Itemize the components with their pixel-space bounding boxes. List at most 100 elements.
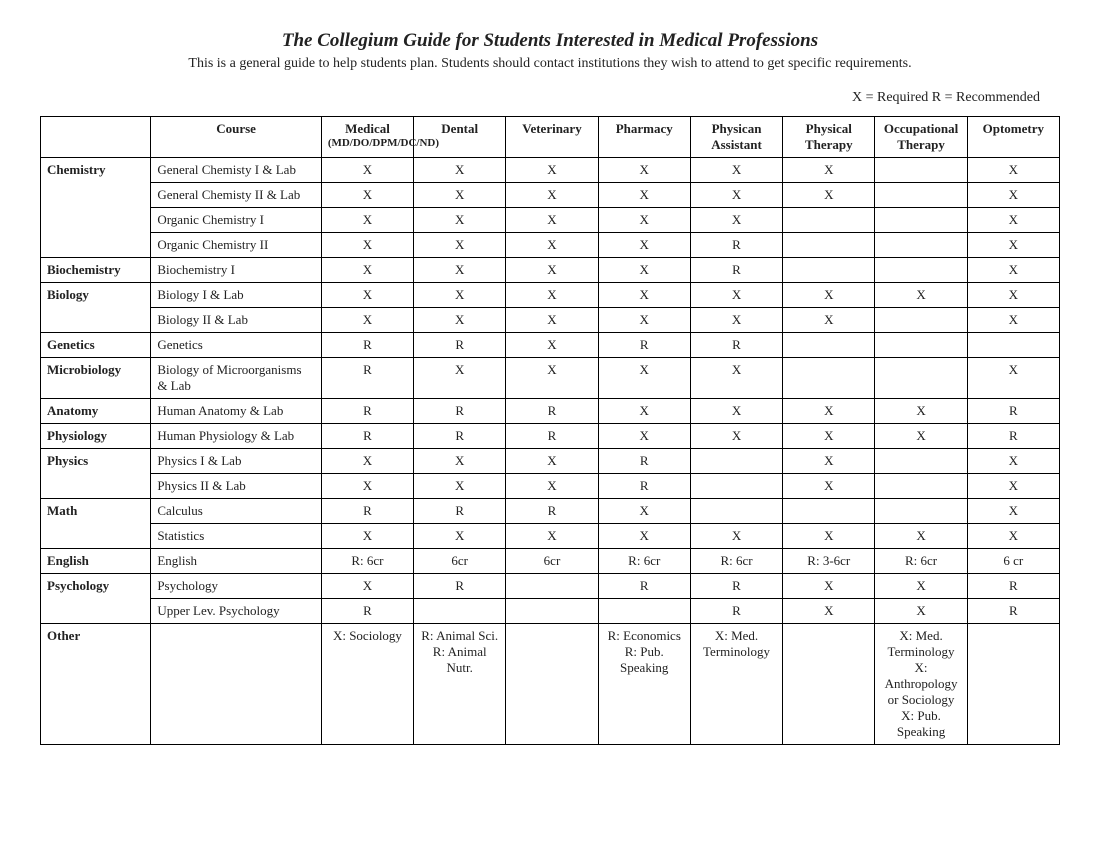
data-cell: R	[967, 574, 1059, 599]
requirements-table: Course Medical (MD/DO/DPM/DC/ND) Dental …	[40, 116, 1060, 745]
data-cell: X	[598, 183, 690, 208]
data-cell: X	[321, 208, 413, 233]
data-cell: X	[321, 233, 413, 258]
data-cell: X	[783, 183, 875, 208]
data-cell: R	[967, 399, 1059, 424]
data-cell: R	[414, 399, 506, 424]
table-row: Physics II & LabXXXRXX	[41, 474, 1060, 499]
data-cell: X	[690, 308, 782, 333]
data-cell: R: 6cr	[321, 549, 413, 574]
data-cell: X	[414, 358, 506, 399]
data-cell	[783, 233, 875, 258]
data-cell	[875, 449, 967, 474]
table-row: PhysicsPhysics I & LabXXXRXX	[41, 449, 1060, 474]
course-cell: Physics I & Lab	[151, 449, 322, 474]
data-cell: R	[414, 499, 506, 524]
data-cell: X	[690, 524, 782, 549]
data-cell: R	[414, 424, 506, 449]
data-cell: X	[598, 499, 690, 524]
table-row: BiologyBiology I & LabXXXXXXXX	[41, 283, 1060, 308]
data-cell: R: 6cr	[875, 549, 967, 574]
data-cell: X	[321, 574, 413, 599]
data-cell: R	[321, 599, 413, 624]
data-cell: X	[414, 183, 506, 208]
data-cell: R	[321, 333, 413, 358]
data-cell: X	[875, 599, 967, 624]
data-cell: R	[506, 424, 598, 449]
course-cell: English	[151, 549, 322, 574]
data-cell: R	[321, 424, 413, 449]
data-cell: R	[321, 499, 413, 524]
data-cell: X	[414, 283, 506, 308]
table-row: ChemistryGeneral Chemisty I & LabXXXXXXX	[41, 158, 1060, 183]
data-cell: R	[598, 449, 690, 474]
data-cell: X	[506, 474, 598, 499]
course-cell: General Chemisty I & Lab	[151, 158, 322, 183]
data-cell: X	[506, 183, 598, 208]
header-medical-sub: (MD/DO/DPM/DC/ND)	[328, 137, 407, 149]
data-cell: R	[690, 574, 782, 599]
table-row: Organic Chemistry IXXXXXX	[41, 208, 1060, 233]
table-row: BiochemistryBiochemistry IXXXXRX	[41, 258, 1060, 283]
data-cell	[783, 208, 875, 233]
data-cell: R	[506, 399, 598, 424]
course-cell	[151, 624, 322, 745]
data-cell: X	[967, 183, 1059, 208]
data-cell: X	[783, 574, 875, 599]
header-veterinary: Veterinary	[506, 117, 598, 158]
data-cell	[506, 574, 598, 599]
category-cell: Biology	[41, 283, 151, 333]
data-cell: 6cr	[506, 549, 598, 574]
data-cell: X	[690, 158, 782, 183]
course-cell: Biology II & Lab	[151, 308, 322, 333]
data-cell	[875, 183, 967, 208]
data-cell: X	[967, 358, 1059, 399]
course-cell: Calculus	[151, 499, 322, 524]
data-cell: R	[690, 258, 782, 283]
data-cell	[875, 208, 967, 233]
data-cell	[690, 499, 782, 524]
table-row: Biology II & LabXXXXXXX	[41, 308, 1060, 333]
data-cell	[783, 624, 875, 745]
data-cell: X	[875, 424, 967, 449]
data-cell: X	[690, 183, 782, 208]
data-cell: X	[783, 424, 875, 449]
course-cell: Upper Lev. Psychology	[151, 599, 322, 624]
table-row: AnatomyHuman Anatomy & LabRRRXXXXR	[41, 399, 1060, 424]
table-row: EnglishEnglishR: 6cr6cr6crR: 6crR: 6crR:…	[41, 549, 1060, 574]
data-cell: X: Med. Terminology X: Anthropology or S…	[875, 624, 967, 745]
course-cell: Organic Chemistry I	[151, 208, 322, 233]
data-cell: X	[506, 449, 598, 474]
header-pt: Physical Therapy	[783, 117, 875, 158]
data-cell: X	[321, 258, 413, 283]
data-cell: X	[598, 283, 690, 308]
table-row: StatisticsXXXXXXXX	[41, 524, 1060, 549]
data-cell: X	[598, 399, 690, 424]
header-pa: Physican Assistant	[690, 117, 782, 158]
data-cell: X	[967, 524, 1059, 549]
course-cell: General Chemisty II & Lab	[151, 183, 322, 208]
category-cell: Psychology	[41, 574, 151, 624]
data-cell: R: 3-6cr	[783, 549, 875, 574]
category-cell: Other	[41, 624, 151, 745]
data-cell	[414, 599, 506, 624]
data-cell	[875, 358, 967, 399]
legend-text: X = Required R = Recommended	[40, 90, 1060, 106]
data-cell: X	[506, 308, 598, 333]
course-cell: Genetics	[151, 333, 322, 358]
data-cell	[875, 258, 967, 283]
data-cell: X	[967, 449, 1059, 474]
data-cell: X	[967, 308, 1059, 333]
data-cell: X	[506, 208, 598, 233]
data-cell: X	[875, 524, 967, 549]
data-cell: R	[690, 333, 782, 358]
category-cell: Biochemistry	[41, 258, 151, 283]
data-cell: X	[967, 283, 1059, 308]
data-cell: R	[598, 333, 690, 358]
data-cell: X	[967, 233, 1059, 258]
header-course: Course	[151, 117, 322, 158]
data-cell: X	[598, 424, 690, 449]
data-cell: X	[690, 358, 782, 399]
data-cell: R	[321, 399, 413, 424]
data-cell	[690, 474, 782, 499]
